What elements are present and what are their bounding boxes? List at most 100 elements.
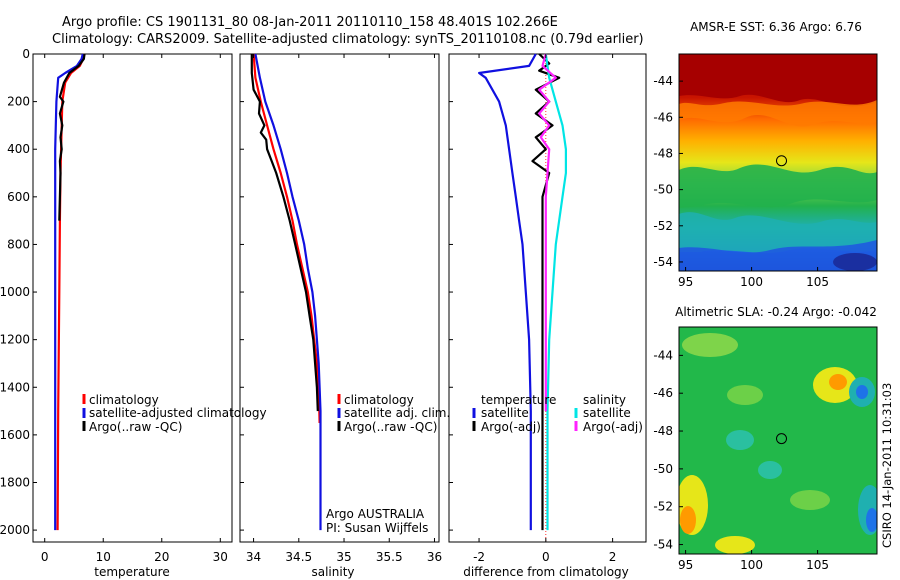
y-tick-label: -50: [653, 183, 673, 197]
sla-map-frame: [678, 326, 878, 555]
sla-cyan-patch: [726, 430, 754, 450]
header-line1: Argo profile: CS 1901131_80 08-Jan-2011 …: [62, 15, 558, 30]
sst-dark-blue-spot: [833, 253, 877, 271]
x-tick-label: -2: [473, 550, 485, 564]
x-tick-label: 34: [246, 550, 261, 564]
temperature-panel: 0 10 20 30 0 200 400 600 800 1000 1200 1400 1600 1800…: [0, 47, 267, 579]
x-tick-label: 105: [806, 275, 829, 289]
y-tick-label: -44: [653, 348, 673, 362]
sla-light-patch: [727, 385, 763, 405]
sla-blue-patch: [866, 508, 877, 532]
y-tick-label: 1400: [0, 380, 30, 394]
sst-heatmap: [679, 54, 877, 271]
legend-label-temp-satellite: satellite: [481, 406, 529, 420]
header-line2: Climatology: CARS2009. Satellite-adjuste…: [52, 32, 644, 47]
sst-argo-location-marker: [776, 155, 788, 167]
temperature-legend: climatology satellite-adjusted climatolo…: [82, 393, 267, 434]
y-tick-label: -46: [653, 386, 673, 400]
sla-map-title: Altimetric SLA: -0.24 Argo: -0.042: [675, 305, 877, 319]
sla-map-panel: Altimetric SLA: -0.24 Argo: -0.042 95 100…: [653, 305, 878, 572]
legend-label-satellite: satellite adj. clim.: [344, 406, 450, 420]
series-line-salinity-satellite: [544, 53, 568, 531]
sst-map-title: AMSR-E SST: 6.36 Argo: 6.76: [690, 20, 862, 34]
y-tick-label: -50: [653, 462, 673, 476]
legend-label-satellite: satellite-adjusted climatology: [89, 406, 267, 420]
salinity-legend: climatology satellite adj. clim. Argo(..…: [337, 393, 450, 434]
sla-orange-patch: [680, 506, 696, 534]
legend-label-argo: Argo(..raw -QC): [344, 420, 437, 434]
temperature-xlabel: temperature: [94, 565, 169, 579]
y-tick-label: -46: [653, 110, 673, 124]
legend-label-temp-argo: Argo(-adj): [481, 420, 541, 434]
y-tick-label: 600: [7, 190, 30, 204]
y-tick-label: 2000: [0, 523, 30, 537]
salinity-xlabel: salinity: [311, 565, 354, 579]
x-tick-label: 35: [336, 550, 351, 564]
argo-annotation-2: PI: Susan Wijffels: [326, 521, 428, 535]
sst-warm-band: [679, 54, 877, 107]
series-line-argo-raw-qc-: [58, 53, 86, 221]
sst-cyan-patch: [679, 212, 877, 253]
y-tick-label: -48: [653, 424, 673, 438]
sla-heatmap: [679, 327, 877, 554]
sla-light-patch: [682, 333, 738, 357]
x-tick-label: 0: [41, 550, 49, 564]
y-tick-label: 200: [7, 95, 30, 109]
x-tick-label: 36: [427, 550, 442, 564]
y-tick-label: 1600: [0, 428, 30, 442]
legend-label-argo: Argo(..raw -QC): [89, 420, 182, 434]
x-tick-label: 2: [609, 550, 617, 564]
y-tick-label: -48: [653, 146, 673, 160]
difference-xlabel: difference from climatology: [463, 565, 629, 579]
x-tick-label: 34.5: [285, 550, 312, 564]
sla-argo-location-marker: [776, 433, 788, 445]
sla-light-patch: [715, 536, 755, 554]
x-tick-label: 95: [678, 275, 693, 289]
sst-map-frame: [678, 53, 878, 272]
footer-stamp: CSIRO 14-Jan-2011 10:31:03: [880, 383, 894, 548]
series-line-satellite-adj-clim-: [254, 53, 322, 531]
sst-map-panel: AMSR-E SST: 6.36 Argo: 6.76 95 100 105 -44 -…: [653, 20, 878, 289]
legend-label-sal-satellite: satellite: [583, 406, 631, 420]
series-line-salinity-argo-adj-: [538, 53, 557, 412]
x-tick-label: 100: [740, 558, 763, 572]
y-tick-label: 1800: [0, 475, 30, 489]
legend-label-sal-argo: Argo(-adj): [583, 420, 643, 434]
y-tick-label: -52: [653, 500, 673, 514]
sla-cyan-patch: [758, 461, 782, 479]
y-tick-label: -54: [653, 538, 673, 552]
y-tick-label: 800: [7, 237, 30, 251]
difference-axes-frame: [448, 53, 647, 543]
sla-light-patch: [790, 490, 830, 510]
legend-label-climatology: climatology: [344, 393, 414, 407]
y-tick-label: 1200: [0, 333, 30, 347]
legend-heading-salinity: salinity: [583, 393, 626, 407]
sst-blue-patch: [679, 240, 877, 271]
x-tick-label: 10: [96, 550, 111, 564]
legend-heading-temperature: temperature: [481, 393, 556, 407]
x-tick-label: 105: [806, 558, 829, 572]
y-tick-label: -52: [653, 219, 673, 233]
salinity-panel: 34 34.5 35 35.5 36 salinity climatology sate…: [239, 53, 450, 579]
argo-annotation-1: Argo AUSTRALIA: [326, 507, 425, 521]
sla-blue-patch: [856, 385, 868, 399]
sla-orange-patch: [829, 374, 847, 390]
difference-legend: temperature satellite Argo(-adj) salinit…: [472, 393, 643, 434]
y-tick-label: -54: [653, 255, 673, 269]
x-tick-label: 20: [154, 550, 169, 564]
temperature-axes-frame: [32, 53, 233, 543]
y-tick-label: 1000: [0, 285, 30, 299]
x-tick-label: 30: [213, 550, 228, 564]
sst-green-patch: [679, 164, 877, 208]
series-line-argo-raw-qc-: [250, 54, 319, 412]
series-line-temperature-satellite: [478, 53, 537, 531]
x-tick-label: 100: [740, 275, 763, 289]
x-tick-label: 35.5: [376, 550, 403, 564]
y-tick-label: 400: [7, 142, 30, 156]
sst-orange-tongue: [679, 100, 877, 127]
x-tick-label: 0: [542, 550, 550, 564]
series-line-climatology: [252, 53, 321, 424]
y-tick-label: 0: [22, 47, 30, 61]
sla-base-field: [679, 327, 877, 554]
difference-panel: -2 0 2 difference from climatology tempera…: [448, 53, 647, 579]
